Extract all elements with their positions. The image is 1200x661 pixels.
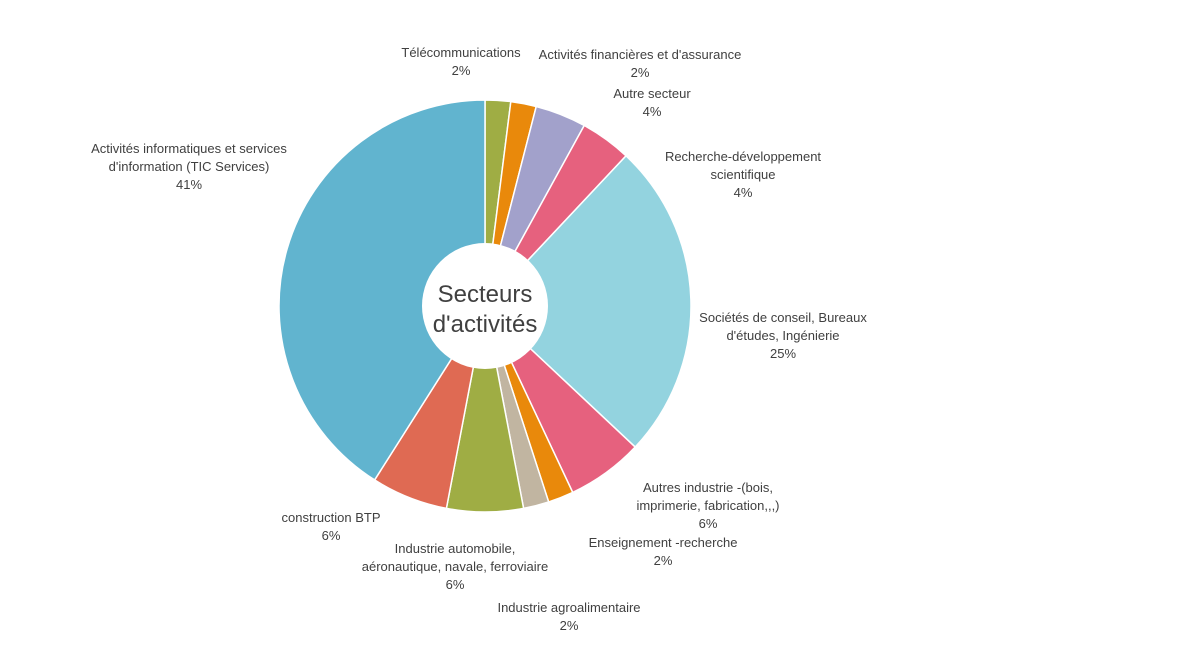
slice-name-line: Autre secteur <box>613 86 691 101</box>
slice-percent: 4% <box>643 104 662 119</box>
slice-name-line: Industrie agroalimentaire <box>497 600 640 615</box>
slice-percent: 6% <box>446 577 465 592</box>
slice-name-line: scientifique <box>710 167 775 182</box>
slice-percent: 2% <box>560 618 579 633</box>
slice-percent: 6% <box>699 516 718 531</box>
slice-name-line: Recherche-développement <box>665 149 821 164</box>
slice-label-3: Recherche-développement scientifique 4% <box>665 149 821 200</box>
slice-label-4: Sociétés de conseil, Bureaux d'études, In… <box>699 310 867 361</box>
slice-percent: 4% <box>734 185 753 200</box>
slice-label-2: Autre secteur 4% <box>613 86 691 119</box>
slice-label-0: Télécommunications 2% <box>401 45 521 78</box>
pie-slice-10 <box>278 99 486 481</box>
slice-labels: Télécommunications 2%Activités financière… <box>91 45 867 633</box>
slice-label-1: Activités financières et d'assurance 2% <box>539 47 742 80</box>
slice-name-line: Enseignement -recherche <box>589 535 738 550</box>
slice-label-6: Enseignement -recherche 2% <box>589 535 738 568</box>
donut-hole <box>422 243 548 369</box>
slice-name-line: Autres industrie -(bois, <box>643 480 773 495</box>
slice-label-9: construction BTP 6% <box>282 510 381 543</box>
slice-name-line: d'information (TIC Services) <box>109 159 270 174</box>
center-label: Secteurs d'activités <box>433 281 538 338</box>
slice-name-line: aéronautique, navale, ferroviaire <box>362 559 548 574</box>
slice-name-line: construction BTP <box>282 510 381 525</box>
slice-name-line: Sociétés de conseil, Bureaux <box>699 310 867 325</box>
slice-label-8: Industrie automobile, aéronautique, naval… <box>362 541 548 592</box>
slice-percent: 2% <box>654 553 673 568</box>
slice-percent: 2% <box>631 65 650 80</box>
pie-slice-4 <box>483 154 692 449</box>
slice-percent: 6% <box>322 528 341 543</box>
slice-name-line: Activités financières et d'assurance <box>539 47 742 62</box>
slice-name-line: Télécommunications <box>401 45 521 60</box>
slice-name-line: imprimerie, fabrication,,,) <box>636 498 779 513</box>
slice-percent: 41% <box>176 177 202 192</box>
slice-percent: 2% <box>452 63 471 78</box>
slice-name-line: Industrie automobile, <box>395 541 516 556</box>
slice-name-line: d'études, Ingénierie <box>726 328 839 343</box>
slice-name-line: Activités informatiques et services <box>91 141 287 156</box>
center-label-line: d'activités <box>433 311 538 338</box>
slice-label-5: Autres industrie -(bois, imprimerie, fabr… <box>636 480 779 531</box>
slice-label-10: Activités informatiques et services d'inf… <box>91 141 287 192</box>
slice-label-7: Industrie agroalimentaire 2% <box>497 600 640 633</box>
center-label-line: Secteurs <box>438 281 533 308</box>
slice-percent: 25% <box>770 346 796 361</box>
